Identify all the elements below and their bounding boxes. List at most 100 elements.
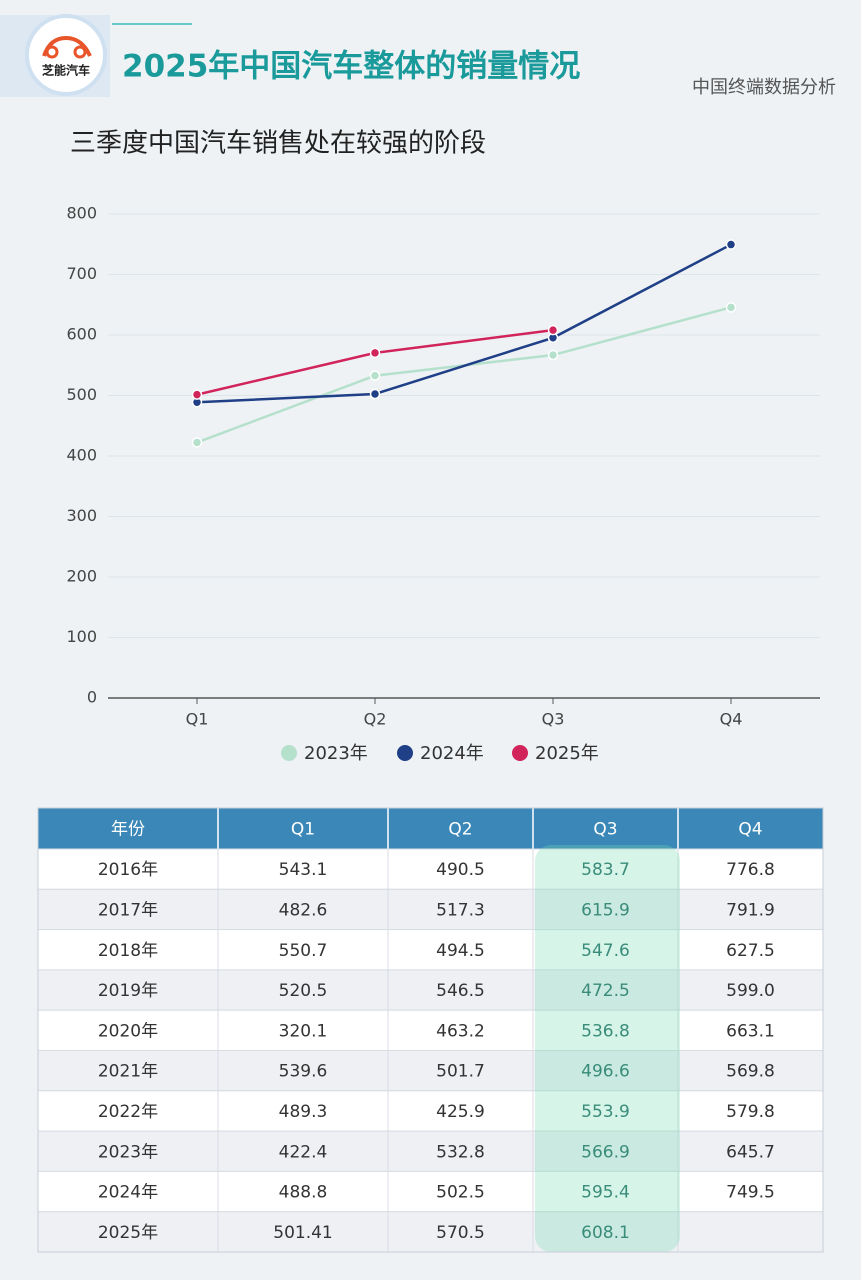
x-tick-label: Q1 (186, 710, 209, 729)
table-cell: 645.7 (726, 1142, 775, 1162)
table-cell: 536.8 (581, 1021, 630, 1041)
table-cell: 566.9 (581, 1142, 630, 1162)
y-tick-label: 600 (66, 325, 97, 344)
table-cell: 2016年 (98, 860, 158, 880)
table-cell: 776.8 (726, 860, 775, 880)
table-cell: 2020年 (98, 1021, 158, 1041)
table-cell: 547.6 (581, 941, 630, 961)
logo-wheel (45, 45, 59, 59)
table-row-bg (37, 1090, 824, 1132)
y-tick-label: 100 (66, 627, 97, 646)
table-cell: 496.6 (581, 1062, 630, 1082)
table-cell: 579.8 (726, 1102, 775, 1122)
table-cell: 546.5 (436, 981, 485, 1001)
column-header: 年份 (111, 820, 145, 840)
table-cell: 520.5 (279, 981, 328, 1001)
y-tick-label: 400 (66, 446, 97, 465)
table-cell: 489.3 (279, 1102, 328, 1122)
logo-wheel (73, 45, 87, 59)
page-title: 2025年中国汽车整体的销量情况 (122, 49, 580, 85)
table-cell: 2023年 (98, 1142, 158, 1162)
table-cell: 2021年 (98, 1062, 158, 1082)
table-cell: 472.5 (581, 981, 630, 1001)
table-cell: 463.2 (436, 1021, 485, 1041)
y-tick-label: 800 (66, 204, 97, 223)
table-cell: 2024年 (98, 1183, 158, 1203)
table-cell: 494.5 (436, 941, 485, 961)
table-row-bg (37, 969, 824, 1011)
legend-label: 2024年 (420, 743, 484, 764)
x-tick-label: Q2 (364, 710, 387, 729)
table-cell: 608.1 (581, 1223, 630, 1243)
data-point (547, 349, 559, 361)
table-cell: 791.9 (726, 900, 775, 920)
table-cell: 583.7 (581, 860, 630, 880)
table-row-bg (37, 1050, 824, 1092)
table-row-bg (37, 1170, 824, 1213)
data-point (191, 389, 203, 400)
table-cell: 539.6 (279, 1062, 328, 1082)
table-cell: 550.7 (279, 941, 328, 961)
column-header: Q4 (738, 820, 762, 840)
table-cell: 569.8 (726, 1062, 775, 1082)
table-cell: 2018年 (98, 941, 158, 961)
table-cell: 543.1 (279, 860, 328, 880)
data-point (725, 239, 737, 250)
y-tick-label: 300 (66, 506, 97, 525)
x-tick-label: Q4 (720, 710, 743, 729)
table-cell: 517.3 (436, 900, 485, 920)
table-cell: 501.7 (436, 1062, 485, 1082)
data-point (725, 302, 737, 313)
table-cell: 501.41 (273, 1223, 332, 1243)
table-cell: 422.4 (279, 1142, 328, 1162)
table-cell: 488.8 (279, 1183, 328, 1203)
table-cell: 2019年 (98, 981, 158, 1001)
table-header-bg (38, 808, 823, 849)
table-cell: 599.0 (726, 981, 775, 1001)
legend-marker (281, 745, 297, 761)
table-cell: 615.9 (581, 900, 630, 920)
y-tick-label: 500 (66, 385, 97, 404)
column-header: Q3 (593, 820, 617, 840)
legend-label: 2023年 (304, 743, 368, 764)
x-tick-label: Q3 (542, 710, 565, 729)
logo-text: 芝能汽车 (42, 63, 90, 78)
data-point (547, 324, 559, 336)
legend-label: 2025年 (535, 743, 599, 764)
table-cell: 2025年 (98, 1223, 158, 1243)
table-row-bg (37, 1130, 824, 1172)
data-point (369, 347, 381, 359)
table-border (37, 807, 824, 1253)
legend-marker (397, 745, 413, 761)
series-line (196, 243, 732, 404)
table-cell: 425.9 (436, 1102, 485, 1122)
table-cell: 482.6 (279, 900, 328, 920)
column-header: Q2 (448, 820, 472, 840)
highlight (535, 845, 680, 1252)
legend-marker (512, 745, 528, 761)
table-cell: 2022年 (98, 1102, 158, 1122)
table-cell: 553.9 (581, 1102, 630, 1122)
table-cell: 502.5 (436, 1183, 485, 1203)
table-row-bg (37, 1009, 824, 1052)
y-tick-label: 0 (87, 688, 97, 707)
logo-circle (25, 14, 107, 96)
table-row-bg (37, 888, 824, 931)
data-point (369, 370, 381, 381)
table-cell: 490.5 (436, 860, 485, 880)
y-tick-label: 700 (66, 264, 97, 283)
column-header: Q1 (291, 820, 315, 840)
data-point (369, 388, 381, 400)
source: 中国终端数据分析 (692, 77, 836, 98)
table-cell: 2017年 (98, 900, 158, 920)
table-cell: 627.5 (726, 941, 775, 961)
table-cell: 320.1 (279, 1021, 328, 1041)
chart-title: 三季度中国汽车销售处在较强的阶段 (70, 129, 486, 159)
table-cell: 570.5 (436, 1223, 485, 1243)
y-tick-label: 200 (66, 567, 97, 586)
data-point (191, 437, 203, 448)
table-cell: 663.1 (726, 1021, 775, 1041)
table-cell: 749.5 (726, 1183, 775, 1203)
